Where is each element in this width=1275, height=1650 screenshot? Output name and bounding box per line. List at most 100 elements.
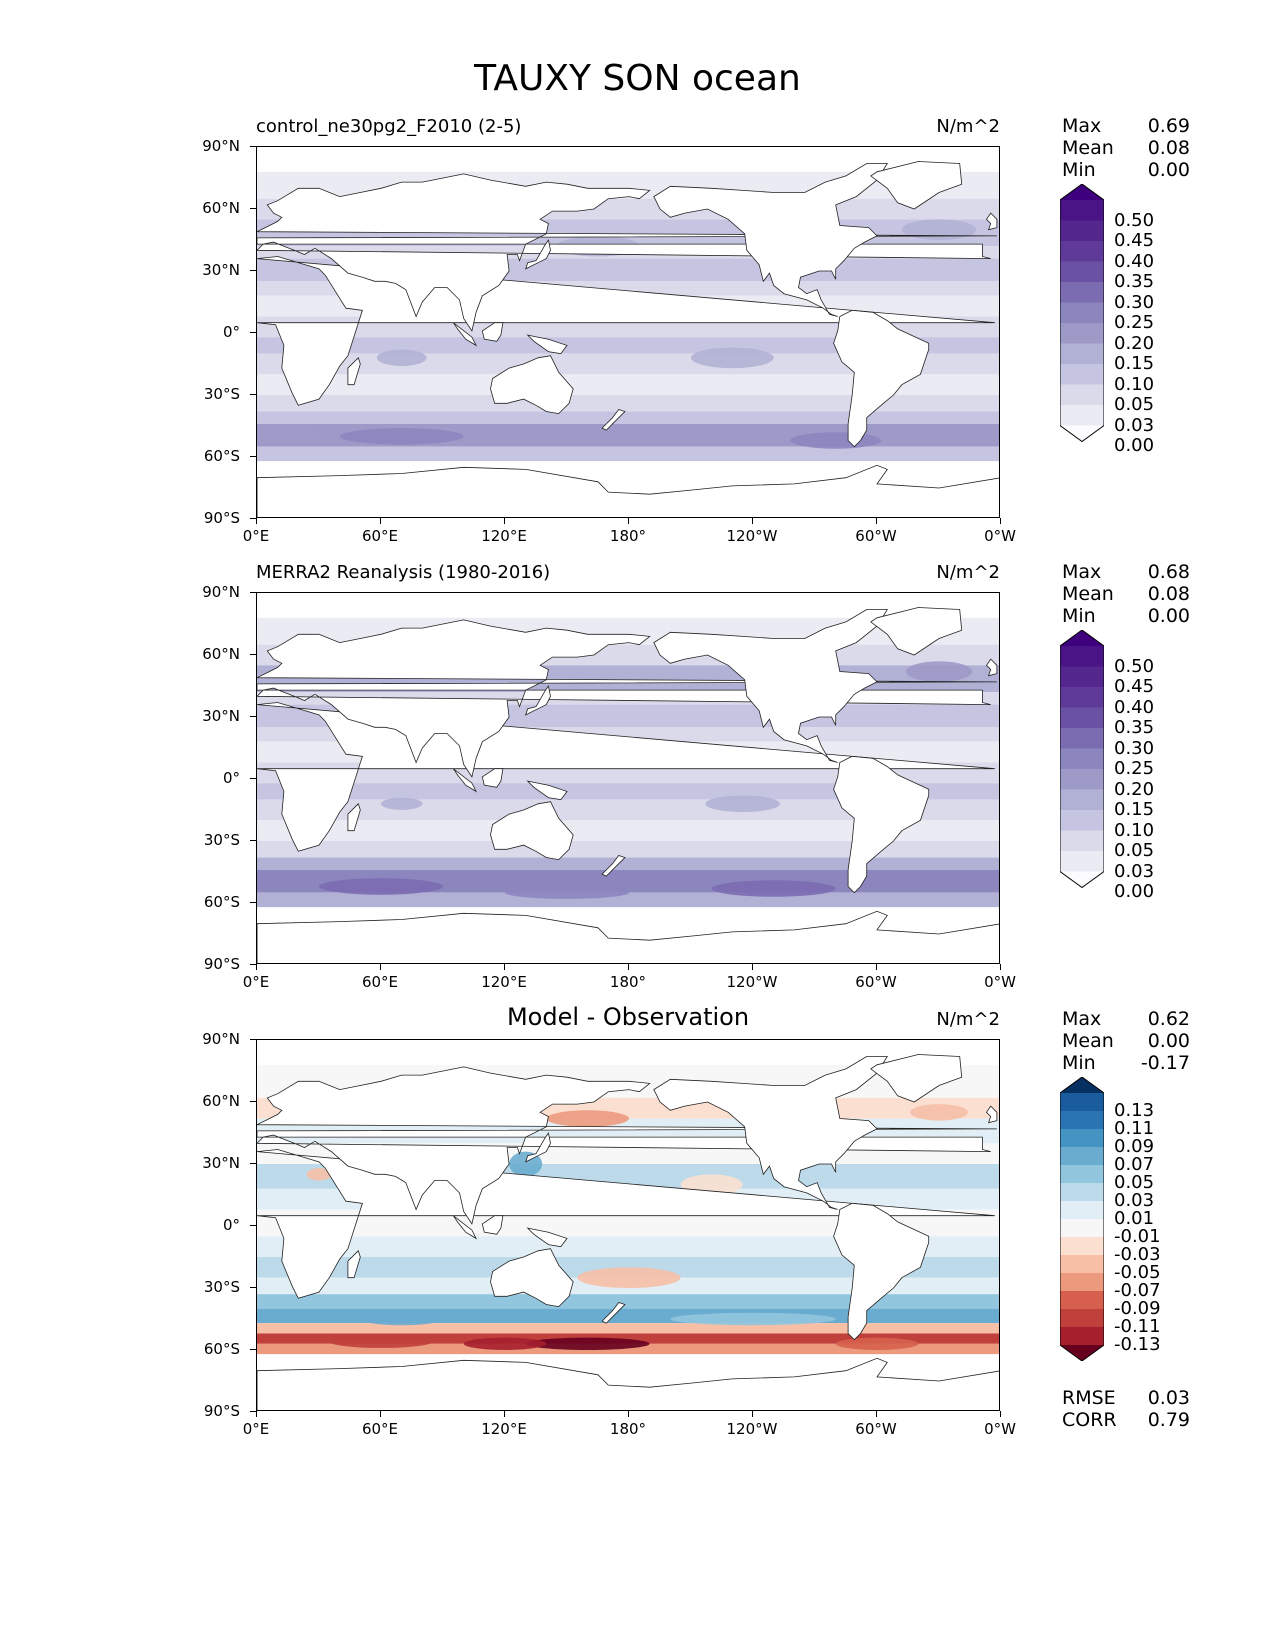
field-blob (901, 219, 977, 240)
colorbar-label: 0.20 (1114, 332, 1155, 354)
coastline-madagascar (347, 357, 361, 386)
colorbar (1059, 629, 1105, 889)
y-tick (250, 1101, 256, 1102)
field-band (257, 395, 999, 412)
x-tick (628, 964, 629, 970)
colorbar-label: 0.11 (1114, 1118, 1155, 1139)
colorbar-segment (1060, 707, 1104, 729)
map-frame[interactable] (256, 592, 1000, 964)
field-band (257, 799, 999, 821)
y-tick (250, 1163, 256, 1164)
y-tick-label: 30°S (203, 385, 240, 403)
colorbar-segment (1060, 1237, 1104, 1256)
metric-row: CORR 0.79 (1062, 1409, 1190, 1431)
y-tick (250, 1349, 256, 1350)
y-tick-label: 30°N (202, 261, 240, 279)
coastline-south-america (833, 755, 930, 894)
field-blob (339, 428, 464, 445)
coastline-sumatra (452, 768, 478, 793)
panel-stats: Max 0.62 Mean 0.00 Min -0.17 (1062, 1008, 1190, 1074)
field-band (257, 374, 999, 395)
panel-units: N/m^2 (936, 562, 1000, 583)
y-tick (250, 270, 256, 271)
colorbar-segment (1060, 1255, 1104, 1274)
y-tick-label: 30°N (202, 1154, 240, 1172)
metric-value: 0.03 (1147, 1387, 1190, 1409)
coastline-nz (601, 409, 626, 431)
map-canvas (257, 607, 999, 963)
colorbar-extend-top (1060, 1077, 1104, 1093)
coastline-australia (490, 355, 574, 415)
y-tick (250, 394, 256, 395)
field-blob (505, 886, 629, 899)
stat-row: Min 0.00 (1062, 605, 1190, 627)
colorbar-label: 0.15 (1114, 799, 1155, 820)
y-tick (250, 716, 256, 717)
stat-value: -0.17 (1140, 1052, 1190, 1074)
x-tick-label: 60°W (855, 527, 897, 545)
panel-title: Model - Observation (506, 1003, 750, 1031)
field-band (257, 1294, 999, 1309)
stat-name: Max (1062, 561, 1102, 583)
colorbar-label: 0.10 (1114, 819, 1155, 841)
y-tick-label: 60°S (203, 447, 240, 465)
field-band (257, 1236, 999, 1257)
field-band (257, 892, 999, 908)
field-blob (705, 795, 780, 813)
stat-row: Min -0.17 (1062, 1052, 1190, 1074)
colorbar-label: 0.45 (1114, 230, 1155, 251)
coastline-uk (985, 658, 998, 677)
colorbar-label: 0.00 (1114, 435, 1155, 456)
x-tick (1000, 518, 1001, 524)
colorbar-label: 0.10 (1114, 373, 1155, 395)
y-tick-label: 90°S (203, 955, 240, 973)
x-tick-label: 0°W (984, 527, 1016, 545)
coastline-borneo (481, 322, 504, 342)
coastline-north-america (653, 609, 889, 763)
map-panel: MERRA2 Reanalysis (1980-2016) N/m^2 90°N 60… (0, 0, 1275, 991)
colorbar-label: 0.50 (1114, 209, 1155, 231)
field-blob (546, 1110, 629, 1127)
field-band (257, 1343, 999, 1355)
field-blob (360, 1312, 443, 1326)
stat-row: Min 0.00 (1062, 159, 1190, 181)
x-tick (1000, 964, 1001, 970)
land (257, 1054, 999, 1410)
colorbar-label: -0.11 (1114, 1316, 1161, 1337)
land (257, 607, 999, 963)
field-blob (670, 1312, 836, 1326)
y-tick-label: 60°S (203, 893, 240, 911)
map-frame[interactable] (256, 146, 1000, 518)
stat-value: 0.68 (1147, 561, 1190, 583)
x-tick-label: 180° (609, 527, 647, 545)
colorbar (1059, 1076, 1105, 1362)
colorbar-label: 0.30 (1114, 737, 1155, 759)
field-blob (329, 1335, 433, 1348)
colorbar-label: 0.45 (1114, 676, 1155, 697)
x-tick (380, 1411, 381, 1417)
y-tick (250, 840, 256, 841)
y-tick (250, 208, 256, 209)
y-tick (250, 778, 256, 779)
x-tick (752, 518, 753, 524)
stat-name: Mean (1062, 583, 1114, 605)
y-tick-label: 30°S (203, 831, 240, 849)
x-tick (876, 964, 877, 970)
map-frame[interactable] (256, 1039, 1000, 1411)
colorbar-label: 0.20 (1114, 778, 1155, 800)
colorbar-segment (1060, 1201, 1104, 1220)
colorbar-segment (1060, 220, 1104, 242)
colorbar-segment (1060, 830, 1104, 852)
coastline-greenland (870, 1054, 963, 1103)
panel-title: MERRA2 Reanalysis (1980-2016) (256, 562, 551, 583)
x-tick-label: 120°E (481, 1420, 527, 1438)
colorbar-segment (1060, 1129, 1104, 1148)
stat-value: 0.62 (1147, 1008, 1190, 1030)
y-tick (250, 592, 256, 593)
x-tick (256, 518, 257, 524)
x-tick-label: 120°W (726, 973, 778, 991)
y-tick-label: 60°S (203, 1340, 240, 1358)
field-band (257, 337, 999, 354)
y-tick-label: 30°S (203, 1278, 240, 1296)
field-blob (319, 878, 443, 895)
